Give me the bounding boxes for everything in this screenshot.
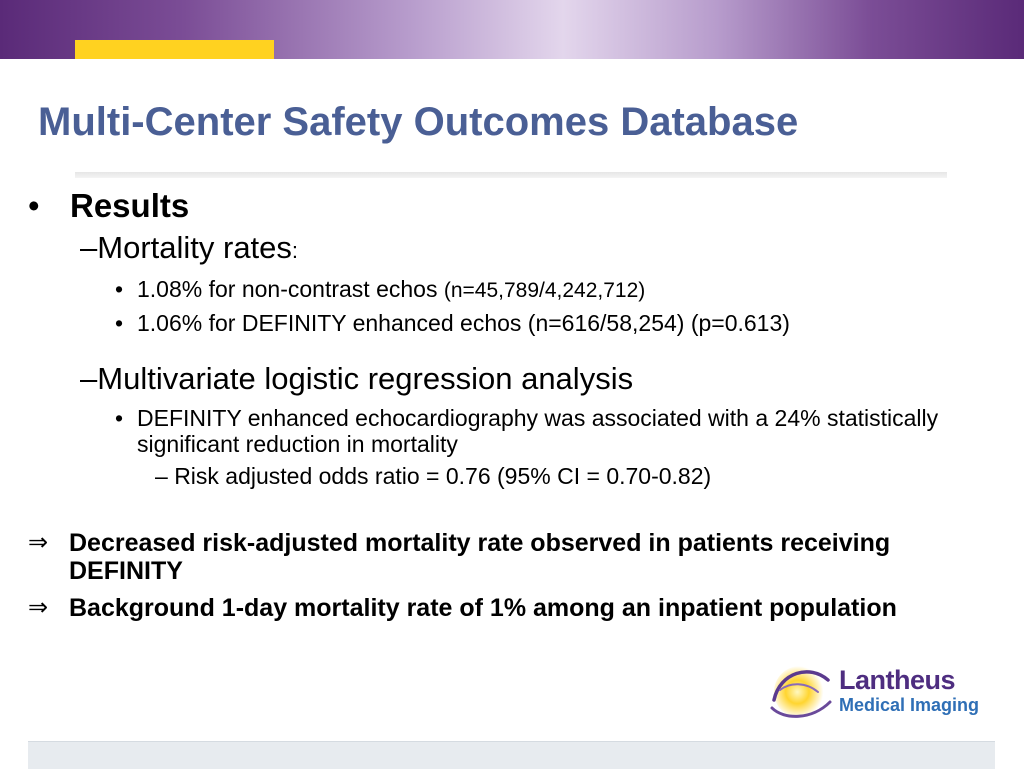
logo-name: Lantheus xyxy=(839,665,956,695)
multivariate-label: Multivariate logistic regression analysi… xyxy=(97,361,634,396)
odds-ratio-text: Risk adjusted odds ratio = 0.76 (95% CI … xyxy=(174,463,712,489)
non-contrast-n: (n=45,789/4,242,712) xyxy=(443,279,646,302)
results-label: Results xyxy=(70,187,190,224)
mortality-rates-item: –Mortality rates: xyxy=(80,230,298,266)
dash-icon: – xyxy=(80,230,98,265)
implication-item: ⇒ Decreased risk-adjusted mortality rate… xyxy=(28,529,948,585)
bullet-icon: • xyxy=(115,405,124,431)
non-contrast-text: 1.08% for non-contrast echos xyxy=(137,276,444,302)
bullet-icon: • xyxy=(115,310,124,336)
association-text: DEFINITY enhanced echocardiography was a… xyxy=(137,405,939,457)
multivariate-item: –Multivariate logistic regression analys… xyxy=(80,361,633,397)
dash-icon: – xyxy=(155,463,168,489)
title-divider xyxy=(75,172,947,178)
definity-item: • 1.06% for DEFINITY enhanced echos (n=61… xyxy=(115,310,790,337)
slide-title: Multi-Center Safety Outcomes Database xyxy=(38,100,799,144)
implication-item: ⇒ Background 1-day mortality rate of 1% … xyxy=(28,594,948,622)
implies-arrow-icon: ⇒ xyxy=(28,529,49,556)
sunburst-logo-icon xyxy=(770,666,832,718)
non-contrast-item: • 1.08% for non-contrast echos (n=45,789/… xyxy=(115,276,645,303)
mortality-rates-label: Mortality rates xyxy=(97,230,292,265)
odds-ratio-item: – Risk adjusted odds ratio = 0.76 (95% C… xyxy=(155,463,711,490)
implication-text: Background 1-day mortality rate of 1% am… xyxy=(69,594,897,622)
association-item: • DEFINITY enhanced echocardiography was … xyxy=(115,405,965,457)
bullet-icon: • xyxy=(28,187,40,224)
dash-icon: – xyxy=(80,361,98,396)
accent-bar xyxy=(75,40,274,59)
implication-text: Decreased risk-adjusted mortality rate o… xyxy=(69,529,891,585)
definity-text: 1.06% for DEFINITY enhanced echos (n=616… xyxy=(137,310,790,336)
footer-band xyxy=(28,741,995,769)
bullet-icon: • xyxy=(115,276,124,302)
colon: : xyxy=(291,238,299,263)
company-logo: Lantheus Medical Imaging xyxy=(766,662,998,722)
implies-arrow-icon: ⇒ xyxy=(28,594,49,621)
logo-subtitle: Medical Imaging xyxy=(839,695,980,715)
results-heading: • Results xyxy=(28,187,189,225)
